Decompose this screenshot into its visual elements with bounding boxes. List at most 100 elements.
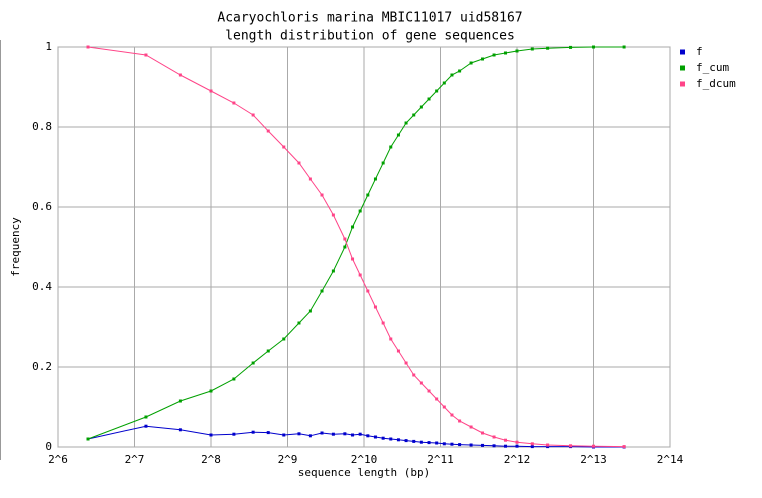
point <box>530 445 534 449</box>
point <box>373 305 377 309</box>
point <box>412 373 416 377</box>
point <box>389 437 393 441</box>
point <box>381 436 385 440</box>
y-tick-label: 1 <box>45 40 52 53</box>
point <box>504 444 508 448</box>
chart-title: Acaryochloris marina MBIC11017 uid58167 <box>217 11 522 26</box>
chart-subtitle: length distribution of gene sequences <box>225 29 515 44</box>
point <box>331 269 335 273</box>
legend-swatch <box>680 49 685 55</box>
point <box>492 435 496 439</box>
point <box>458 443 462 447</box>
point <box>592 444 595 448</box>
point <box>592 45 595 49</box>
point <box>209 433 213 437</box>
point <box>404 121 408 125</box>
point <box>144 424 148 428</box>
point <box>308 434 312 438</box>
point <box>469 61 473 65</box>
point <box>442 81 446 85</box>
point <box>308 177 312 181</box>
point <box>530 442 534 446</box>
point <box>282 433 286 437</box>
point <box>515 440 519 444</box>
point <box>481 431 485 435</box>
x-axis-label: sequence length (bp) <box>298 466 430 479</box>
point <box>366 193 370 197</box>
legend-swatch <box>680 81 685 87</box>
x-tick-label: 2^7 <box>125 453 145 466</box>
x-tick-label: 2^13 <box>580 453 607 466</box>
point <box>251 430 255 434</box>
point <box>404 361 408 365</box>
x-tick-label: 2^6 <box>48 453 68 466</box>
point <box>442 442 446 446</box>
point <box>492 53 496 57</box>
point <box>450 442 454 446</box>
point <box>419 440 423 444</box>
x-tick-label: 2^9 <box>278 453 298 466</box>
x-tick-label: 2^14 <box>657 453 684 466</box>
legend-label: f_dcum <box>696 77 736 90</box>
point <box>435 397 439 401</box>
point <box>297 161 301 165</box>
point <box>232 432 236 436</box>
series-line <box>87 46 625 448</box>
y-axis-label: frequency <box>9 217 22 277</box>
point <box>86 45 90 49</box>
point <box>358 273 362 277</box>
y-tick-label: 0.4 <box>32 280 52 293</box>
point <box>373 435 377 439</box>
point <box>569 444 573 448</box>
y-tick-label: 0.8 <box>32 120 52 133</box>
point <box>351 225 355 229</box>
point <box>358 432 362 436</box>
point <box>469 425 473 429</box>
point <box>419 381 423 385</box>
point <box>178 428 182 432</box>
point <box>297 432 301 436</box>
series-line <box>87 425 625 448</box>
point <box>343 245 347 249</box>
point <box>266 431 270 435</box>
point <box>320 193 324 197</box>
point <box>458 419 462 423</box>
point <box>546 443 550 447</box>
y-tick-label: 0.6 <box>32 200 52 213</box>
point <box>396 349 400 353</box>
point <box>178 73 182 77</box>
point <box>331 213 335 217</box>
point <box>412 439 416 443</box>
x-tick-label: 2^8 <box>201 453 221 466</box>
point <box>251 113 255 117</box>
point <box>435 441 439 445</box>
point <box>144 415 148 419</box>
point <box>331 432 335 436</box>
point <box>351 433 355 437</box>
point <box>351 257 355 261</box>
point <box>515 49 519 53</box>
y-tick-label: 0 <box>45 440 52 453</box>
point <box>389 337 393 341</box>
point <box>469 443 473 447</box>
point <box>266 349 270 353</box>
point <box>622 445 626 449</box>
x-tick-label: 2^11 <box>427 453 454 466</box>
point <box>450 413 454 417</box>
point <box>458 69 462 73</box>
point <box>232 101 236 105</box>
point <box>450 73 454 77</box>
point <box>282 337 286 341</box>
point <box>530 47 534 51</box>
point <box>178 399 182 403</box>
point <box>366 434 370 438</box>
legend-swatch <box>680 65 685 71</box>
point <box>396 133 400 137</box>
point <box>435 89 439 93</box>
point <box>546 46 550 50</box>
point <box>86 437 90 441</box>
point <box>427 389 431 393</box>
point <box>389 145 393 149</box>
series-line <box>87 46 625 440</box>
